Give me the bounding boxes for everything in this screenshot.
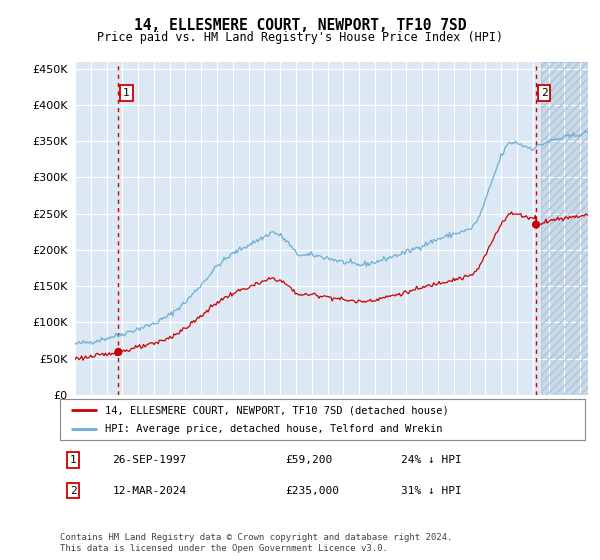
Bar [541,62,588,395]
Point [531,220,541,229]
Text: Price paid vs. HM Land Registry's House Price Index (HPI): Price paid vs. HM Land Registry's House … [97,31,503,44]
Text: 14, ELLESMERE COURT, NEWPORT, TF10 7SD (detached house): 14, ELLESMERE COURT, NEWPORT, TF10 7SD (… [104,405,448,415]
Bar [541,62,588,395]
Text: HPI: Average price, detached house, Telford and Wrekin: HPI: Average price, detached house, Telf… [104,424,442,433]
Text: 24% ↓ HPI: 24% ↓ HPI [401,455,462,465]
Text: 1: 1 [70,455,77,465]
Point [113,347,123,356]
Text: 2: 2 [541,88,548,98]
Text: 14, ELLESMERE COURT, NEWPORT, TF10 7SD: 14, ELLESMERE COURT, NEWPORT, TF10 7SD [134,18,466,33]
Text: Contains HM Land Registry data © Crown copyright and database right 2024.
This d: Contains HM Land Registry data © Crown c… [60,533,452,553]
Text: 26-SEP-1997: 26-SEP-1997 [113,455,187,465]
Text: 12-MAR-2024: 12-MAR-2024 [113,486,187,496]
Text: 2: 2 [70,486,77,496]
Text: 31% ↓ HPI: 31% ↓ HPI [401,486,462,496]
Text: £59,200: £59,200 [286,455,333,465]
Text: 1: 1 [123,88,130,98]
Text: £235,000: £235,000 [286,486,340,496]
